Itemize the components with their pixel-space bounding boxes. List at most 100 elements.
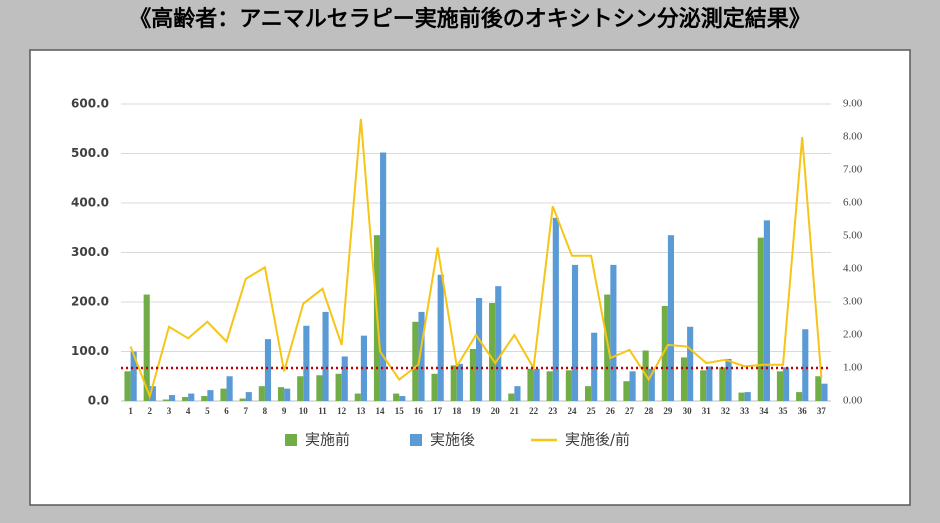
- y2-tick-label: 4.00: [843, 263, 863, 275]
- legend-label: 実施後/前: [565, 431, 630, 449]
- x-tick-label: 23: [548, 406, 558, 416]
- x-tick-label: 5: [205, 406, 210, 416]
- bar: [264, 339, 272, 401]
- bar: [418, 311, 425, 401]
- y-tick-label: 600.0: [71, 97, 109, 111]
- bar: [821, 383, 828, 401]
- bar: [316, 375, 323, 401]
- bar: [182, 397, 189, 401]
- bar: [584, 386, 592, 401]
- bar: [341, 356, 348, 401]
- y-tick-label: 100.0: [71, 344, 109, 358]
- y2-tick-label: 7.00: [843, 164, 863, 176]
- bar: [514, 386, 521, 401]
- bar: [303, 325, 310, 401]
- bar: [725, 358, 732, 401]
- x-tick-label: 8: [263, 406, 268, 416]
- y2-tick-label: 1.00: [843, 362, 863, 374]
- x-tick-label: 22: [529, 406, 539, 416]
- bar: [610, 264, 617, 401]
- x-tick-label: 27: [625, 406, 635, 416]
- bar: [508, 393, 515, 401]
- bar: [354, 393, 361, 401]
- x-tick-label: 12: [337, 406, 347, 416]
- bar: [495, 286, 502, 401]
- x-tick-label: 35: [779, 406, 789, 416]
- bar: [245, 392, 252, 401]
- bar: [297, 376, 304, 401]
- x-tick-label: 18: [452, 406, 462, 416]
- y2-tick-label: 0.00: [843, 395, 863, 407]
- bar: [802, 329, 809, 401]
- x-tick-label: 3: [167, 406, 172, 416]
- bar: [393, 393, 400, 401]
- y2-tick-label: 9.00: [843, 98, 863, 110]
- bar: [456, 363, 463, 401]
- x-tick-label: 31: [702, 406, 712, 416]
- bar: [476, 298, 483, 401]
- bar: [130, 351, 137, 401]
- bar: [706, 366, 713, 401]
- x-tick-label: 4: [186, 406, 191, 416]
- bar: [719, 367, 726, 401]
- bar: [188, 393, 195, 401]
- bar: [220, 388, 227, 401]
- bar: [450, 365, 457, 401]
- line-series: [129, 118, 823, 400]
- bar: [431, 373, 438, 401]
- x-tick-label: 36: [798, 406, 808, 416]
- y2-tick-label: 8.00: [843, 131, 863, 143]
- bar: [763, 220, 770, 401]
- bar: [533, 368, 540, 401]
- x-tick-label: 13: [356, 406, 366, 416]
- x-tick-label: 29: [663, 406, 673, 416]
- x-tick-label: 11: [318, 406, 327, 416]
- chart-title: 《高齢者：アニマルセラピー実施前後のオキシトシン分泌測定結果》: [129, 6, 811, 32]
- x-tick-label: 2: [148, 406, 153, 416]
- bar: [667, 235, 675, 401]
- bar: [437, 274, 444, 401]
- bar: [796, 392, 803, 401]
- bar: [360, 335, 368, 401]
- bar: [284, 388, 291, 401]
- bar: [527, 368, 534, 401]
- x-tick-label: 25: [587, 406, 597, 416]
- bar: [783, 367, 790, 401]
- x-tick-label: 20: [491, 406, 501, 416]
- bar: [661, 305, 668, 401]
- bar: [738, 392, 745, 401]
- legend-swatch: [285, 434, 297, 446]
- bar: [335, 373, 342, 401]
- y2-tick-label: 5.00: [843, 230, 863, 242]
- legend-label: 実施前: [305, 431, 350, 449]
- bar: [412, 321, 419, 401]
- x-tick-label: 24: [567, 406, 577, 416]
- x-tick-label: 33: [740, 406, 750, 416]
- y-tick-label: 0.0: [88, 394, 109, 408]
- bar: [226, 376, 233, 401]
- bar: [258, 386, 265, 401]
- x-tick-label: 9: [282, 406, 287, 416]
- x-tick-label: 19: [472, 406, 482, 416]
- bar: [149, 386, 156, 401]
- x-tick-label: 37: [817, 406, 827, 416]
- bar: [277, 387, 285, 401]
- x-tick-label: 28: [644, 406, 654, 416]
- y-tick-label: 300.0: [71, 245, 109, 259]
- bar: [162, 399, 169, 401]
- bar: [744, 392, 751, 401]
- bar: [565, 370, 572, 401]
- x-tick-label: 6: [224, 406, 229, 416]
- bar: [546, 371, 553, 401]
- bar: [207, 390, 214, 401]
- bar: [124, 371, 131, 401]
- y2-tick-label: 2.00: [843, 329, 863, 341]
- x-tick-label: 15: [395, 406, 405, 416]
- bar: [239, 398, 246, 401]
- bar: [648, 368, 655, 401]
- bar: [469, 349, 476, 401]
- legend-swatch: [410, 434, 422, 446]
- x-tick-label: 14: [376, 406, 386, 416]
- bar: [168, 395, 176, 401]
